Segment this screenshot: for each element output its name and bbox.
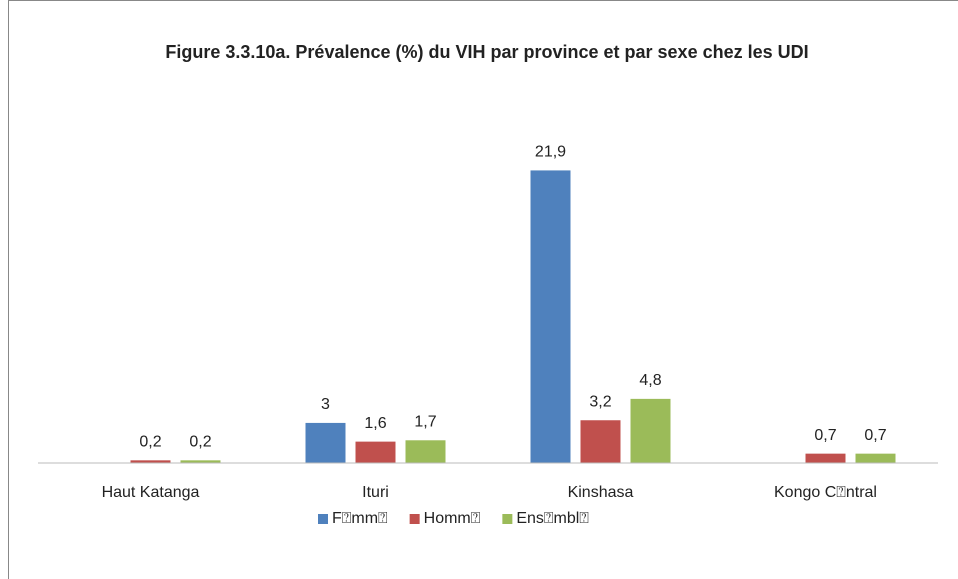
bar xyxy=(630,398,671,463)
data-label: 0,2 xyxy=(139,434,161,451)
x-tick-label: Haut Katanga xyxy=(102,484,200,501)
data-label: 1,6 xyxy=(364,415,386,432)
x-tick-label: Kinshasa xyxy=(568,484,634,501)
bar xyxy=(180,460,221,463)
bar xyxy=(580,420,621,463)
data-label: 0,2 xyxy=(189,434,211,451)
chart-title: Figure 3.3.10a. Prévalence (%) du VIH pa… xyxy=(165,42,809,62)
x-tick-label: Kongo C⍰ntral xyxy=(774,484,877,501)
legend-swatch xyxy=(409,514,420,524)
data-label: 1,7 xyxy=(414,414,436,431)
data-label: 3 xyxy=(321,396,330,413)
bar xyxy=(355,441,396,463)
bar xyxy=(530,170,571,463)
chart-frame xyxy=(8,0,958,579)
legend-swatch xyxy=(502,514,513,524)
bar xyxy=(805,453,846,463)
data-label: 0,7 xyxy=(814,427,836,444)
legend-label: Ens⍰mbl⍰ xyxy=(516,510,589,527)
bar xyxy=(305,422,346,463)
bar xyxy=(405,440,446,463)
bar xyxy=(855,453,896,463)
data-label: 0,7 xyxy=(864,427,886,444)
x-tick-label: Ituri xyxy=(362,484,389,501)
data-label: 3,2 xyxy=(589,393,611,410)
legend-swatch xyxy=(318,514,328,524)
bar xyxy=(130,460,171,463)
data-label: 21,9 xyxy=(535,144,566,161)
legend-label: Homm⍰ xyxy=(424,510,481,527)
legend-label: F⍰mm⍰ xyxy=(332,510,388,527)
data-label: 4,8 xyxy=(639,372,661,389)
